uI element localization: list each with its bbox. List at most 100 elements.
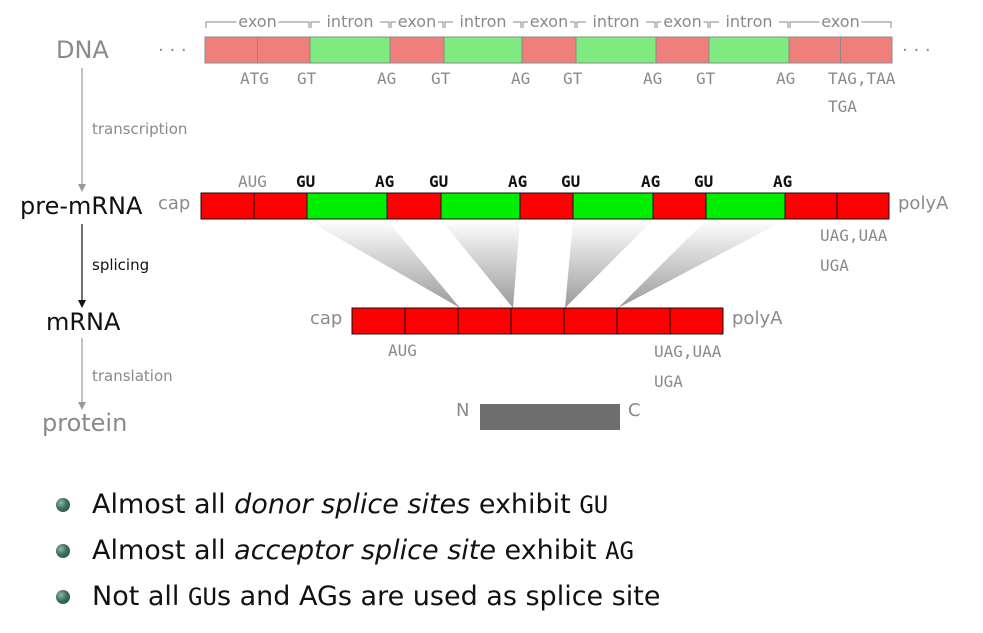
dna-site-label: AG bbox=[776, 69, 795, 88]
bullet-code: AG bbox=[605, 537, 634, 565]
bullet-code: GU bbox=[579, 491, 609, 519]
bullet-dot-icon bbox=[56, 498, 70, 512]
dna-segment-label: exon bbox=[821, 12, 859, 31]
dna-intron-block bbox=[309, 36, 391, 64]
pre-mrna-exon-block bbox=[652, 192, 707, 220]
dna-segment-label-mask bbox=[236, 18, 279, 26]
dna-exon-block bbox=[788, 36, 841, 64]
pre-mrna-exon-block bbox=[200, 192, 255, 220]
pre-mrna-level-label: pre-mRNA bbox=[20, 192, 143, 220]
pre-mrna-bar bbox=[200, 192, 890, 220]
bullet-text: exhibit bbox=[495, 535, 606, 566]
dna-segment-label: intron bbox=[326, 12, 373, 31]
pre-mrna-exon-block bbox=[519, 192, 574, 220]
pre-mrna-intron-block bbox=[705, 192, 786, 220]
splicing-arrow bbox=[78, 224, 86, 308]
dna-bar bbox=[204, 36, 893, 64]
intron-removal-funnel bbox=[565, 220, 653, 308]
dna-segment-label: intron bbox=[725, 12, 772, 31]
pre-mrna-site-label: AG bbox=[641, 172, 660, 191]
splicing-label: splicing bbox=[92, 256, 149, 274]
dna-segment-label: intron bbox=[592, 12, 639, 31]
mrna-exon-block bbox=[669, 307, 724, 335]
bullet-emphasis: acceptor splice site bbox=[234, 535, 496, 566]
pre-mrna-site-label: GU bbox=[429, 172, 448, 191]
dna-exon-block bbox=[655, 36, 710, 64]
protein-bar bbox=[480, 404, 620, 430]
pre-mrna-exon-block bbox=[836, 192, 890, 220]
dna-intron-block bbox=[443, 36, 523, 64]
dna-site-labels: ATG GT AG GT AG GT AG GT AG bbox=[240, 69, 795, 88]
pre-mrna-intron-block bbox=[440, 192, 521, 220]
mrna-exon-block bbox=[404, 307, 459, 335]
bullet-list: Almost all donor splice sites exhibit GU… bbox=[56, 482, 661, 620]
pre-mrna-site-label: GU bbox=[296, 172, 315, 191]
protein-c-terminus-label: C bbox=[628, 400, 641, 421]
pre-mrna-intron-block bbox=[306, 192, 388, 220]
mrna-cap-label: cap bbox=[310, 308, 342, 329]
dna-segment-label-mask bbox=[819, 18, 862, 26]
bullet-text: Not all bbox=[92, 581, 189, 612]
dna-site-label: AG bbox=[643, 69, 662, 88]
splicing-funnels bbox=[307, 220, 785, 308]
protein-n-terminus-label: N bbox=[456, 400, 469, 421]
intron-removal-funnel bbox=[307, 220, 460, 308]
dna-site-label: GT bbox=[696, 69, 716, 88]
transcription-label: transcription bbox=[92, 120, 187, 138]
mrna-stop-codons-line1: UAG,UAA bbox=[654, 342, 722, 361]
dna-exon-block bbox=[257, 36, 311, 64]
mrna-stop-codons-line2: UGA bbox=[654, 372, 683, 391]
dna-segment-label-mask bbox=[396, 18, 438, 26]
dna-segment-label-mask bbox=[719, 18, 779, 26]
bullet-emphasis: donor splice sites bbox=[234, 489, 471, 520]
bullet-donor: Almost all donor splice sites exhibit GU bbox=[56, 482, 661, 528]
dna-segment-label: exon bbox=[530, 12, 568, 31]
pre-mrna-site-label: AG bbox=[773, 172, 792, 191]
pre-mrna-exon-block bbox=[386, 192, 442, 220]
dna-stop-codons-line1: TAG,TAA bbox=[828, 69, 896, 88]
dna-intron-block bbox=[708, 36, 790, 64]
dna-segment-label-mask bbox=[528, 18, 570, 26]
bullet-text: Almost all bbox=[92, 535, 235, 566]
pre-mrna-start-codon: AUG bbox=[238, 172, 267, 191]
dna-site-label: GT bbox=[563, 69, 583, 88]
dna-site-label: ATG bbox=[240, 69, 269, 88]
pre-mrna-site-label: GU bbox=[561, 172, 580, 191]
protein-level-label: protein bbox=[42, 409, 127, 437]
bullet-dot-icon bbox=[56, 590, 70, 604]
dna-segment-label-mask bbox=[661, 18, 704, 26]
pre-mrna-intron-block bbox=[572, 192, 654, 220]
dna-exon-block bbox=[840, 36, 893, 64]
dna-intron-block bbox=[575, 36, 657, 64]
bullet-text: s and AGs are used as splice site bbox=[216, 581, 661, 612]
dna-left-ellipsis: · · · bbox=[158, 40, 187, 61]
pre-mrna-site-label: GU bbox=[694, 172, 713, 191]
pre-mrna-polya-label: polyA bbox=[898, 193, 949, 214]
dna-site-label: GT bbox=[297, 69, 317, 88]
bullet-acceptor: Almost all acceptor splice site exhibit … bbox=[56, 528, 661, 574]
dna-stop-codons-line2: TGA bbox=[828, 97, 857, 116]
intron-removal-funnel bbox=[618, 220, 785, 308]
dna-segment-label: exon bbox=[398, 12, 436, 31]
pre-mrna-exon-block bbox=[784, 192, 838, 220]
translation-label: translation bbox=[92, 367, 173, 385]
pre-mrna-exon-block bbox=[253, 192, 308, 220]
dna-exon-block bbox=[204, 36, 258, 64]
dna-segment-label: intron bbox=[459, 12, 506, 31]
mrna-bar bbox=[351, 307, 724, 335]
bullet-dot-icon bbox=[56, 544, 70, 558]
dna-segment-labels: exon intron exon intron exon intron exon intron… bbox=[236, 12, 862, 31]
mrna-exon-block bbox=[616, 307, 671, 335]
dna-segment-label-mask bbox=[453, 18, 513, 26]
mrna-exon-block bbox=[510, 307, 565, 335]
bullet-text: Almost all bbox=[92, 489, 235, 520]
translation-arrow bbox=[78, 338, 86, 410]
dna-level-label: DNA bbox=[56, 36, 109, 64]
transcription-arrow bbox=[78, 68, 86, 192]
dna-segment-label-mask bbox=[320, 18, 380, 26]
dna-segment-label: exon bbox=[663, 12, 701, 31]
dna-right-ellipsis: · · · bbox=[902, 40, 931, 61]
mrna-polya-label: polyA bbox=[732, 308, 783, 329]
pre-mrna-site-label: AG bbox=[375, 172, 394, 191]
